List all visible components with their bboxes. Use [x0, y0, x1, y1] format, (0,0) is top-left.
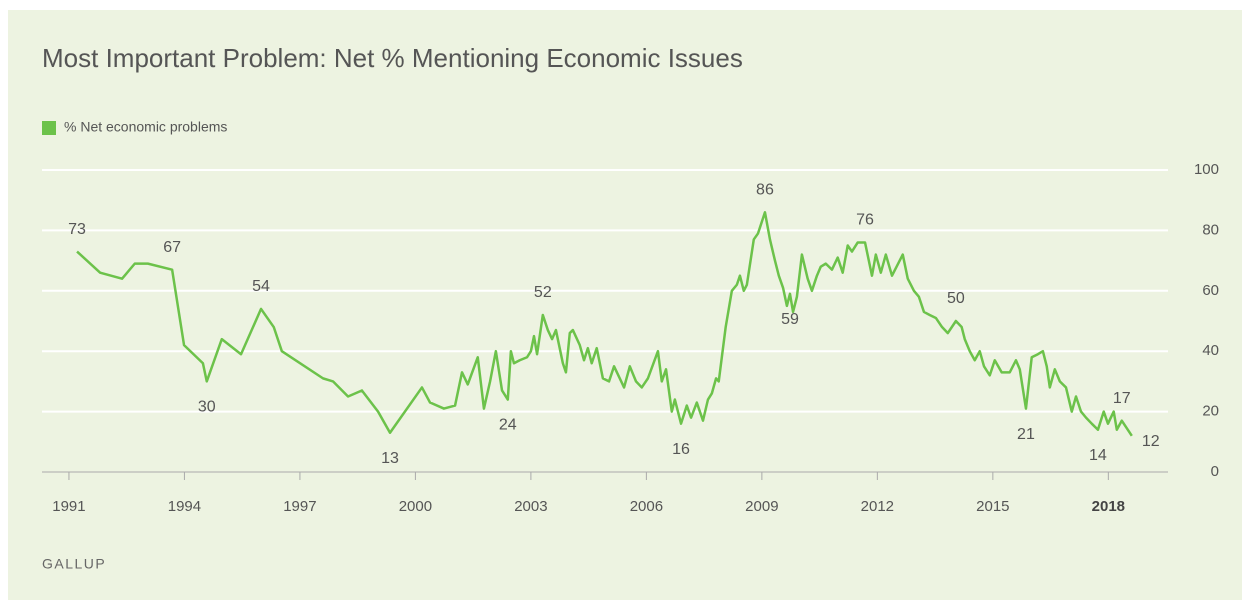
x-tick-label: 1997 [283, 498, 316, 515]
data-label: 73 [68, 221, 86, 238]
legend-swatch [42, 121, 56, 135]
x-tick-label: 1991 [52, 498, 85, 515]
x-tick-label: 2012 [861, 498, 894, 515]
data-label: 14 [1089, 447, 1107, 464]
y-tick-label: 80 [1202, 221, 1219, 238]
x-tick-label: 2006 [630, 498, 663, 515]
y-tick-label: 0 [1211, 463, 1219, 480]
chart-panel [8, 10, 1242, 600]
x-tick-label: 2003 [514, 498, 547, 515]
source: GALLUP [42, 556, 106, 572]
data-label: 24 [499, 417, 517, 434]
x-tick-label: 2018 [1092, 498, 1125, 515]
chart-title: Most Important Problem: Net % Mentioning… [42, 43, 743, 73]
x-tick-label: 2009 [745, 498, 778, 515]
data-label: 30 [198, 399, 216, 416]
data-line [76, 211, 1133, 437]
y-tick-label: 60 [1202, 282, 1219, 299]
data-label: 67 [163, 239, 181, 256]
y-tick-label: 20 [1202, 403, 1219, 420]
x-tick-label: 2000 [399, 498, 432, 515]
data-label: 12 [1142, 433, 1160, 450]
data-label: 13 [381, 450, 399, 467]
x-tick-label: 1994 [168, 498, 201, 515]
data-label: 50 [947, 290, 965, 307]
x-tick-label: 2015 [976, 498, 1009, 515]
data-label: 59 [781, 311, 799, 328]
y-tick-label: 40 [1202, 342, 1219, 359]
data-label: 21 [1017, 426, 1035, 443]
data-label: 16 [672, 441, 690, 458]
data-label: 52 [534, 284, 552, 301]
data-label: 86 [756, 181, 774, 198]
data-label: 17 [1113, 390, 1131, 407]
legend-label: % Net economic problems [64, 119, 227, 135]
data-label: 76 [856, 212, 874, 229]
data-label: 54 [252, 278, 270, 295]
y-tick-label: 100 [1194, 161, 1219, 178]
